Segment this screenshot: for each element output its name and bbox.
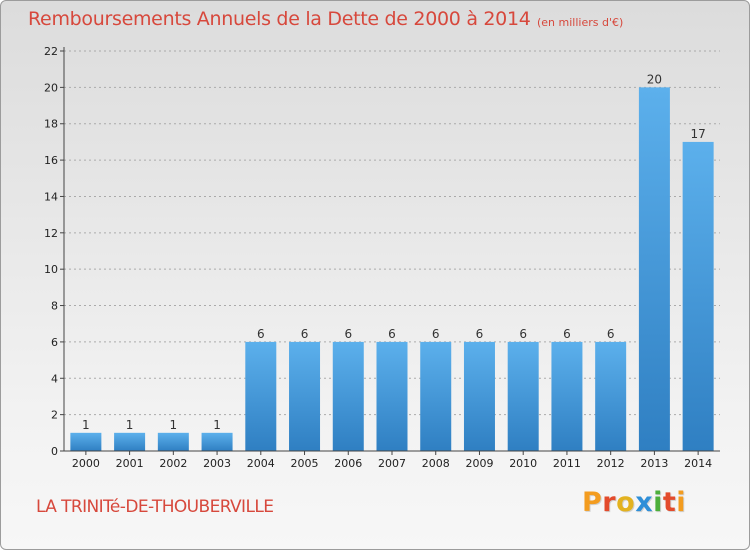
logo-letter: i xyxy=(653,487,663,518)
y-tick-label: 8 xyxy=(51,300,58,313)
data-label: 1 xyxy=(170,418,178,432)
labels: 0 2 4 6 8 10 12 14 16 18 20 22 2000 1 2001 1 2002 1 2003 1 2… xyxy=(44,45,712,470)
commune-name: LA TRINITé-DE-THOUBERVILLE xyxy=(36,497,274,517)
data-label: 6 xyxy=(257,327,265,341)
y-tick-label: 16 xyxy=(44,154,58,167)
data-label: 1 xyxy=(126,418,134,432)
data-label: 6 xyxy=(476,327,484,341)
y-tick-label: 4 xyxy=(51,372,58,385)
x-tick-label: 2010 xyxy=(509,457,537,470)
bar-2003 xyxy=(201,432,233,451)
data-label: 6 xyxy=(432,327,440,341)
x-tick-label: 2002 xyxy=(159,457,187,470)
chart-unit: (en milliers d'€) xyxy=(537,16,624,29)
bar-2013 xyxy=(638,87,670,451)
x-tick-label: 2014 xyxy=(684,457,712,470)
data-label: 20 xyxy=(647,72,662,86)
logo-letter: i xyxy=(676,487,687,518)
data-label: 6 xyxy=(301,327,309,341)
x-tick-label: 2011 xyxy=(553,457,581,470)
x-tick-label: 2003 xyxy=(203,457,231,470)
data-label: 6 xyxy=(563,327,571,341)
y-tick-label: 0 xyxy=(51,445,58,458)
data-label: 6 xyxy=(607,327,615,341)
logo-letter: o xyxy=(616,487,636,518)
x-tick-label: 2012 xyxy=(597,457,625,470)
logo-letter: x xyxy=(635,487,654,518)
y-tick-label: 2 xyxy=(51,409,58,422)
x-tick-label: 2004 xyxy=(247,457,275,470)
bar-2002 xyxy=(157,432,189,451)
y-tick-label: 6 xyxy=(51,336,58,349)
bar-2011 xyxy=(551,341,583,451)
x-tick-label: 2009 xyxy=(465,457,493,470)
bar-2006 xyxy=(332,341,364,451)
chart-title: Remboursements Annuels de la Dette de 20… xyxy=(28,8,531,30)
x-tick-label: 2007 xyxy=(378,457,406,470)
bar-2012 xyxy=(595,341,627,451)
y-tick-label: 10 xyxy=(44,263,58,276)
bar-2007 xyxy=(376,341,408,451)
y-tick-label: 12 xyxy=(44,227,58,240)
y-tick-label: 18 xyxy=(44,118,58,131)
proxiti-logo: Proxiti xyxy=(582,487,686,518)
bar-2009 xyxy=(463,341,495,451)
bar-2014 xyxy=(682,141,714,451)
logo-letter: t xyxy=(662,487,677,518)
x-tick-label: 2000 xyxy=(72,457,100,470)
logo-letter: P xyxy=(582,487,603,518)
bar-2001 xyxy=(114,432,146,451)
bar-2004 xyxy=(245,341,277,451)
data-label: 6 xyxy=(344,327,352,341)
y-tick-label: 22 xyxy=(44,45,58,58)
x-tick-label: 2001 xyxy=(116,457,144,470)
bar-2000 xyxy=(70,432,102,451)
bar-2008 xyxy=(420,341,452,451)
y-tick-label: 14 xyxy=(44,190,58,203)
bar-2005 xyxy=(289,341,321,451)
x-tick-label: 2008 xyxy=(422,457,450,470)
axes xyxy=(60,47,720,455)
data-label: 17 xyxy=(690,127,705,141)
data-label: 6 xyxy=(519,327,527,341)
y-tick-label: 20 xyxy=(44,81,58,94)
x-tick-label: 2005 xyxy=(291,457,319,470)
x-tick-label: 2006 xyxy=(334,457,362,470)
logo-letter: r xyxy=(602,487,617,518)
data-label: 1 xyxy=(213,418,221,432)
data-label: 1 xyxy=(82,418,90,432)
bars xyxy=(70,87,714,451)
x-tick-label: 2013 xyxy=(640,457,668,470)
bar-2010 xyxy=(507,341,539,451)
data-label: 6 xyxy=(388,327,396,341)
